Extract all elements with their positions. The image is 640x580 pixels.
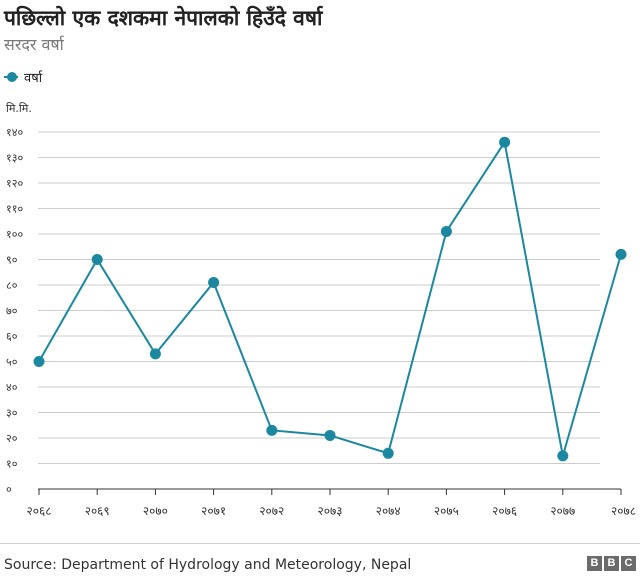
source-text: Source: Department of Hydrology and Mete… (4, 557, 412, 573)
y-tick-label: ४० (6, 381, 18, 394)
y-tick-label: ६० (6, 330, 18, 343)
x-tick-label: २०७७ (550, 504, 575, 518)
data-point (440, 225, 452, 237)
data-point (266, 424, 278, 436)
x-tick-label: २०६८ (27, 504, 52, 518)
bbc-logo: B B C (587, 556, 636, 571)
data-point (499, 136, 511, 148)
y-tick-label: १३० (6, 152, 23, 165)
y-tick-label: ११० (6, 203, 23, 216)
x-tick-label: २०६९ (85, 504, 110, 518)
chart-subtitle: सरदर वर्षा (4, 35, 64, 54)
y-tick-label: ८० (6, 279, 18, 292)
data-point (557, 450, 569, 462)
series-line (38, 139, 622, 457)
y-tick-label: १२० (6, 177, 23, 190)
y-tick-label: ७० (6, 305, 18, 318)
y-tick-label: २० (6, 432, 18, 445)
footer-divider (0, 543, 640, 544)
x-tick-label: २०७४ (376, 504, 401, 518)
data-point (382, 447, 394, 459)
y-tick-label: ३० (6, 407, 18, 420)
data-point (149, 348, 161, 360)
data-point (208, 276, 220, 288)
x-tick-label: २०७८ (611, 504, 636, 518)
data-point (33, 356, 45, 367)
y-tick-label: ५० (6, 356, 18, 369)
y-tick-label: १४० (6, 126, 23, 139)
legend-label: वर्षा (24, 71, 43, 86)
bbc-logo-letter: C (621, 556, 636, 571)
bbc-logo-letter: B (587, 556, 602, 571)
y-axis-label: मि.मि. (6, 102, 32, 115)
x-tick-label: २०७३ (318, 504, 343, 518)
x-tick-label: २०७१ (201, 504, 226, 518)
data-point (91, 254, 103, 265)
x-tick-label: २०७६ (492, 504, 517, 518)
legend: वर्षा (4, 68, 42, 86)
data-point (324, 429, 336, 441)
line-chart: मि.मि. ० १० २० ३० ४० ५० ६० ७० ८० ९० १०० ११० १२० १३० १४०… (6, 102, 636, 518)
y-tick-label: १० (6, 458, 18, 471)
x-tick-label: २०७० (143, 504, 168, 518)
x-tick-label: २०७२ (259, 504, 284, 518)
chart-title: पछिल्लो एक दशकमा नेपालको हिउँदे वर्षा (4, 6, 323, 30)
y-tick-label: ९० (6, 254, 18, 267)
y-tick-label: १०० (6, 228, 23, 241)
y-tick-label: ० (6, 483, 12, 496)
data-point (615, 248, 627, 260)
x-tick-label: २०७५ (434, 504, 459, 518)
legend-marker (4, 72, 18, 82)
bbc-logo-letter: B (604, 556, 619, 571)
